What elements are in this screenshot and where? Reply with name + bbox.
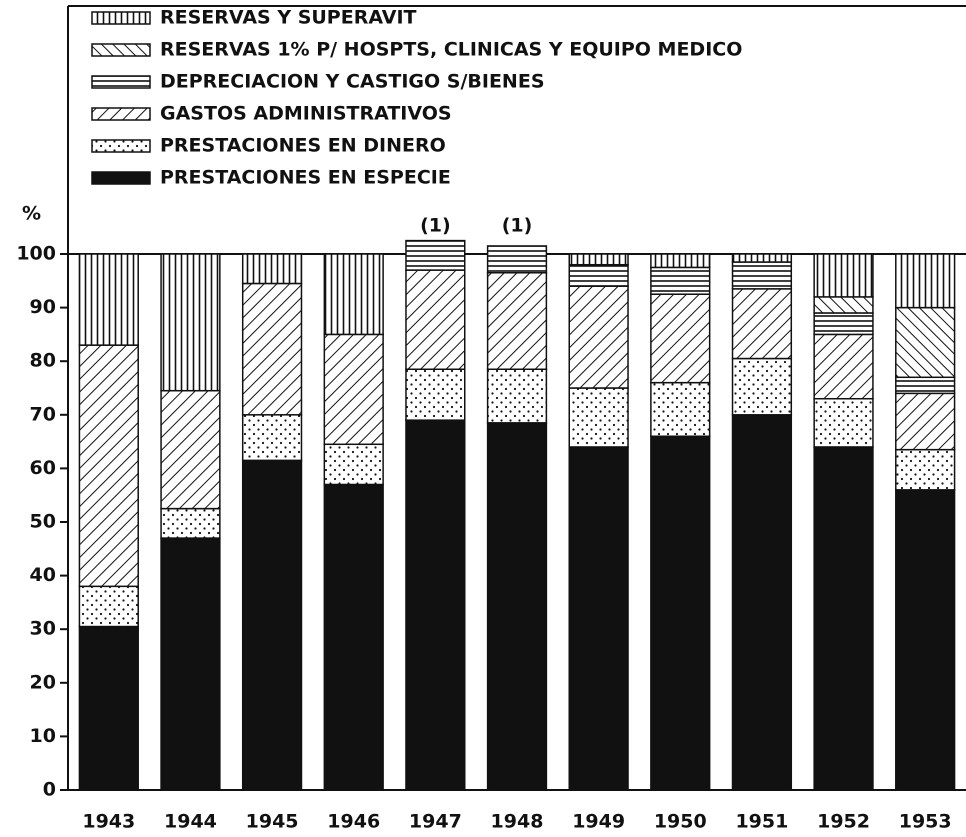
y-tick-label: 60 bbox=[30, 457, 56, 479]
bar-segment bbox=[731, 288, 793, 360]
x-tick-label: 1950 bbox=[654, 811, 707, 833]
y-axis-label: % bbox=[22, 203, 41, 225]
annotation: (1) bbox=[502, 215, 533, 237]
y-tick-label: 70 bbox=[30, 403, 56, 425]
legend-swatch bbox=[91, 107, 151, 121]
legend-swatch bbox=[91, 43, 151, 57]
bar-segment bbox=[650, 266, 711, 295]
bar-segment bbox=[895, 489, 956, 791]
bar-segment bbox=[241, 414, 303, 462]
bar-segment bbox=[568, 263, 629, 287]
y-tick-label: 20 bbox=[30, 671, 56, 693]
bar-segment bbox=[323, 333, 384, 446]
y-tick-label: 90 bbox=[30, 296, 56, 318]
legend-swatch bbox=[91, 75, 151, 89]
legend-label: GASTOS ADMINISTRATIVOS bbox=[160, 103, 452, 125]
y-tick-label: 50 bbox=[30, 511, 56, 533]
x-tick-label: 1944 bbox=[164, 811, 217, 833]
bar-segment bbox=[78, 253, 139, 346]
bar-segment bbox=[323, 253, 384, 336]
legend-swatch bbox=[91, 171, 151, 185]
bar-segment bbox=[486, 368, 548, 424]
bar-segment bbox=[813, 253, 874, 298]
bar-segment bbox=[650, 293, 711, 384]
legend-label: PRESTACIONES EN DINERO bbox=[160, 135, 446, 157]
x-tick-label: 1945 bbox=[246, 811, 299, 833]
y-tick-label: 0 bbox=[43, 779, 56, 801]
x-tick-label: 1943 bbox=[82, 811, 135, 833]
bar-segment bbox=[160, 253, 221, 392]
x-tick-label: 1947 bbox=[409, 811, 462, 833]
bar-segment bbox=[813, 397, 874, 448]
x-tick-label: 1948 bbox=[491, 811, 544, 833]
y-tick-label: 30 bbox=[30, 618, 56, 640]
bar-segment bbox=[241, 253, 303, 285]
bar-segment bbox=[895, 306, 956, 379]
x-tick-label: 1951 bbox=[735, 811, 788, 833]
bar-segment bbox=[405, 368, 466, 421]
x-tick-label: 1949 bbox=[572, 811, 625, 833]
y-tick-label: 40 bbox=[30, 564, 56, 586]
bar-segment bbox=[405, 419, 466, 791]
bar-segment bbox=[895, 253, 956, 309]
bar-segment bbox=[241, 282, 303, 416]
bar-segment bbox=[486, 245, 548, 274]
legend-label: DEPRECIACION Y CASTIGO S/BIENES bbox=[160, 71, 545, 93]
bar-segment bbox=[650, 381, 711, 437]
annotation: (1) bbox=[420, 215, 451, 237]
bar-segment bbox=[731, 357, 793, 416]
legend-label: RESERVAS 1% P/ HOSPTS, CLINICAS Y EQUIPO… bbox=[160, 39, 742, 61]
x-tick-label: 1952 bbox=[817, 811, 870, 833]
bar-segment bbox=[813, 296, 874, 314]
bar-segment bbox=[895, 392, 956, 451]
bar-segment bbox=[568, 387, 629, 448]
legend-label: RESERVAS Y SUPERAVIT bbox=[160, 7, 417, 29]
bar-segment bbox=[405, 239, 466, 271]
bar-segment bbox=[650, 435, 711, 791]
bar-segment bbox=[731, 414, 793, 791]
legend-label: PRESTACIONES EN ESPECIE bbox=[160, 167, 451, 189]
bar-segment bbox=[160, 537, 221, 791]
bar-segment bbox=[486, 422, 548, 791]
bar-segment bbox=[78, 585, 139, 628]
bar-segment bbox=[731, 261, 793, 290]
bar-segment bbox=[568, 446, 629, 791]
y-tick-label: 10 bbox=[30, 725, 56, 747]
bar-segment bbox=[895, 448, 956, 491]
bar-segment bbox=[160, 507, 221, 539]
bar-segment bbox=[813, 333, 874, 400]
bar-segment bbox=[160, 389, 221, 510]
bar-segment bbox=[241, 459, 303, 791]
y-tick-label: 100 bbox=[16, 243, 56, 265]
bar-segment bbox=[650, 253, 711, 269]
bar-segment bbox=[78, 625, 139, 791]
bar-segment bbox=[78, 344, 139, 588]
legend-swatch bbox=[91, 11, 151, 25]
bar-segment bbox=[323, 443, 384, 486]
x-tick-label: 1953 bbox=[899, 811, 952, 833]
bar-segment bbox=[895, 376, 956, 395]
bar-segment bbox=[813, 446, 874, 791]
bar-segment bbox=[568, 253, 629, 266]
bar-segment bbox=[568, 285, 629, 389]
x-tick-label: 1946 bbox=[327, 811, 380, 833]
bar-segment bbox=[323, 483, 384, 791]
bar-segment bbox=[486, 272, 548, 370]
bar-segment bbox=[813, 312, 874, 336]
y-tick-label: 80 bbox=[30, 350, 56, 372]
bar-segment bbox=[731, 253, 793, 263]
legend-swatch bbox=[91, 139, 151, 153]
bar-segment bbox=[405, 269, 466, 370]
